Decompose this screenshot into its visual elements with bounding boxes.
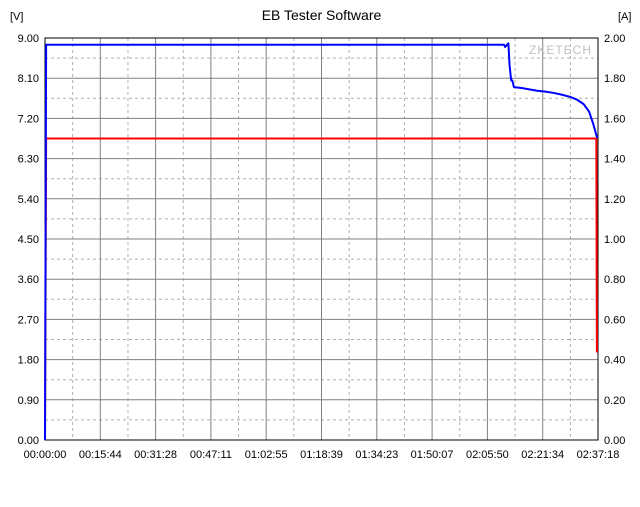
right-tick-label: 0.40 <box>604 355 625 367</box>
x-tick-label: 02:05:50 <box>466 449 509 461</box>
watermark: ZKETECH <box>529 43 592 57</box>
left-tick-label: 5.40 <box>18 194 39 206</box>
right-tick-label: 1.20 <box>604 194 625 206</box>
chart-svg: EB Tester Software [V] [A] ZKETECH 0.00 0.90 1… <box>0 0 640 507</box>
right-tick-label: 1.80 <box>604 73 625 85</box>
left-tick-label: 0.00 <box>18 435 39 447</box>
right-tick-label: 1.40 <box>604 154 625 166</box>
x-tick-label: 00:15:44 <box>79 449 122 461</box>
x-tick-label: 02:21:34 <box>521 449 564 461</box>
left-tick-label: 0.90 <box>18 395 39 407</box>
left-tick-label: 9.00 <box>18 33 39 45</box>
x-tick-label: 01:50:07 <box>411 449 454 461</box>
right-tick-label: 0.00 <box>604 435 625 447</box>
left-unit-label: [V] <box>10 11 23 23</box>
right-tick-label: 1.60 <box>604 113 625 125</box>
right-tick-label: 0.60 <box>604 314 625 326</box>
left-tick-label: 8.10 <box>18 73 39 85</box>
left-tick-label: 1.80 <box>18 355 39 367</box>
x-tick-label: 00:31:28 <box>134 449 177 461</box>
x-tick-label: 01:18:39 <box>300 449 343 461</box>
right-tick-label: 0.80 <box>604 274 625 286</box>
x-tick-label: 01:02:55 <box>245 449 288 461</box>
left-tick-label: 2.70 <box>18 314 39 326</box>
left-tick-label: 3.60 <box>18 274 39 286</box>
left-tick-label: 6.30 <box>18 154 39 166</box>
x-tick-label: 00:47:11 <box>190 449 232 461</box>
right-tick-label: 1.00 <box>604 234 625 246</box>
x-tick-label: 00:00:00 <box>24 449 67 461</box>
chart-container: EB Tester Software [V] [A] ZKETECH 0.00 0.90 1… <box>0 0 640 507</box>
chart-background <box>0 0 640 507</box>
x-tick-label: 02:37:18 <box>577 449 620 461</box>
right-tick-label: 0.20 <box>604 395 625 407</box>
chart-title: EB Tester Software <box>262 7 382 23</box>
left-tick-label: 4.50 <box>18 234 39 246</box>
x-tick-label: 01:34:23 <box>355 449 398 461</box>
right-unit-label: [A] <box>618 11 631 23</box>
left-tick-label: 7.20 <box>18 113 39 125</box>
right-tick-label: 2.00 <box>604 33 625 45</box>
